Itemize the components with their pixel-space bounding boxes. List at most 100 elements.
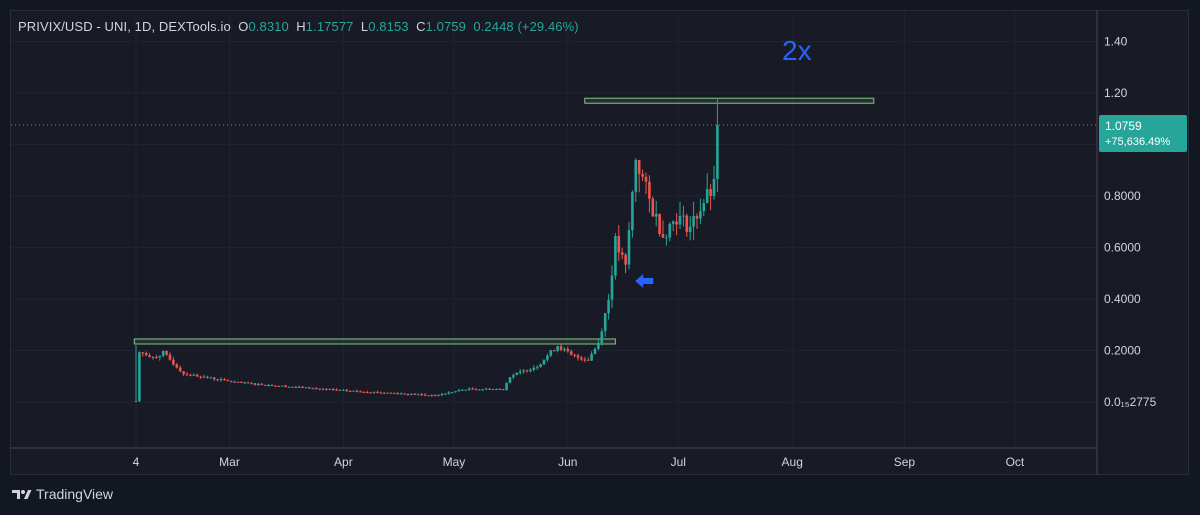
- candle-body: [461, 389, 464, 391]
- candle-body: [403, 393, 406, 395]
- candle-body: [654, 213, 658, 217]
- candle-body: [478, 389, 481, 391]
- candle-body: [226, 379, 230, 381]
- candle-body: [437, 394, 440, 396]
- candle-body: [624, 254, 627, 265]
- candle-body: [600, 331, 604, 344]
- candle-body: [138, 352, 141, 401]
- total-change: +75,636.49%: [1105, 136, 1171, 148]
- candle-body: [702, 203, 706, 212]
- candle-body: [335, 389, 338, 391]
- x-tick-label: Aug: [782, 455, 803, 469]
- candle-body: [277, 385, 281, 387]
- candle-body: [369, 392, 372, 394]
- candle-body: [161, 351, 165, 356]
- candle-body: [644, 176, 648, 182]
- candle-body: [199, 376, 202, 378]
- candle-body: [396, 393, 400, 395]
- change-value: 0.2448 (+29.46%): [473, 19, 579, 34]
- candle-body: [627, 230, 631, 265]
- candle-body: [328, 389, 332, 391]
- high-label: H: [296, 19, 306, 34]
- candle-body: [141, 352, 145, 354]
- candle-body: [263, 384, 267, 386]
- close-value: 1.0759: [425, 19, 466, 34]
- candle-body: [522, 370, 525, 372]
- candle-body: [495, 389, 498, 391]
- x-tick-label: Oct: [1006, 455, 1025, 469]
- candle-body: [386, 392, 389, 394]
- candle-body: [481, 389, 485, 391]
- candle-body: [692, 216, 695, 227]
- candle-body: [590, 354, 593, 361]
- x-tick-label: May: [443, 455, 466, 469]
- candle-body: [685, 215, 689, 233]
- blue-arrow-marker[interactable]: [635, 273, 654, 288]
- candle-body: [175, 364, 179, 368]
- candle-body: [498, 388, 502, 390]
- candle-body: [233, 381, 236, 383]
- candle-body: [240, 381, 243, 383]
- candle-body: [705, 189, 709, 204]
- x-tick-label: Apr: [334, 455, 353, 469]
- candle-body: [464, 389, 468, 391]
- candle-body: [515, 372, 519, 376]
- candle-body: [525, 370, 529, 372]
- candle-body: [651, 198, 655, 217]
- candle-body: [675, 221, 678, 225]
- candle-body: [709, 189, 712, 197]
- candle-body: [593, 348, 597, 355]
- last-price-tag: 1.0759 +75,636.49%: [1099, 115, 1187, 152]
- candle-body: [389, 392, 393, 394]
- candle-body: [631, 191, 634, 231]
- candle-body: [393, 393, 396, 395]
- candle-body: [576, 355, 580, 358]
- level-target[interactable]: [584, 97, 875, 104]
- candle-body: [695, 216, 699, 219]
- candle-body: [195, 374, 199, 377]
- candle-body: [501, 388, 505, 390]
- candle-body: [546, 355, 549, 360]
- candle-body: [206, 376, 209, 378]
- candle-body: [603, 313, 607, 332]
- candle-body: [532, 367, 536, 370]
- candle-body: [420, 394, 423, 396]
- chart-legend: PRIVIX/USD - UNI, 1D, DEXTools.io O0.831…: [18, 19, 579, 34]
- candle-body: [586, 359, 590, 361]
- candle-body: [427, 395, 430, 397]
- candle-body: [257, 383, 260, 385]
- close-label: C: [416, 19, 426, 34]
- candle-body: [219, 379, 223, 381]
- annotation-text[interactable]: 2x: [782, 35, 812, 66]
- candle-body: [637, 160, 641, 174]
- tradingview-footer[interactable]: TradingView: [12, 486, 113, 502]
- candle-body: [260, 383, 264, 385]
- candle-body: [284, 385, 287, 388]
- candle-body: [301, 386, 304, 388]
- candle-body: [488, 388, 491, 390]
- candle-body: [209, 377, 213, 379]
- candle-body: [450, 392, 454, 394]
- candle-body: [178, 367, 182, 372]
- candle-body: [229, 380, 233, 382]
- candle-body: [474, 389, 478, 391]
- candle-body: [668, 223, 672, 238]
- y-tick-label: 0.4000: [1104, 292, 1141, 306]
- candle-body: [246, 382, 250, 384]
- candle-body: [372, 391, 376, 393]
- symbol-label[interactable]: PRIVIX/USD - UNI, 1D, DEXTools.io: [18, 19, 231, 34]
- candle-body: [549, 350, 553, 356]
- candle-body: [716, 124, 719, 179]
- candle-body: [410, 393, 413, 395]
- candle-body: [304, 387, 308, 389]
- candle-body: [250, 383, 253, 385]
- candle-body: [253, 383, 257, 385]
- candle-body: [189, 374, 192, 376]
- x-tick-label: Mar: [219, 455, 240, 469]
- candle-body: [314, 388, 318, 390]
- level-support[interactable]: [133, 338, 616, 345]
- candle-body: [712, 178, 716, 197]
- candle-body: [379, 392, 383, 394]
- candle-body: [620, 252, 624, 255]
